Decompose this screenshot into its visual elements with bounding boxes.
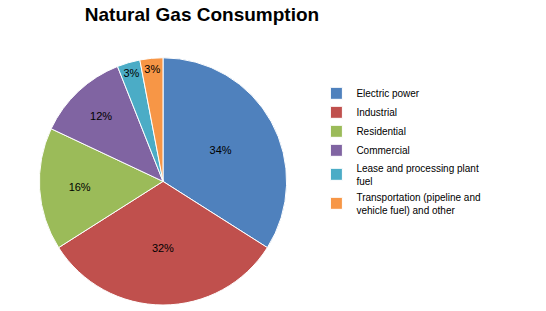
svg-text:Natural Gas Consumption: Natural Gas Consumption — [85, 4, 319, 25]
svg-text:12%: 12% — [90, 110, 112, 122]
svg-text:32%: 32% — [152, 242, 174, 254]
svg-text:Electric power: Electric power — [356, 88, 419, 99]
svg-text:16%: 16% — [69, 181, 91, 193]
svg-text:Commercial: Commercial — [356, 145, 409, 156]
svg-text:Residential: Residential — [356, 126, 405, 137]
svg-text:Industrial: Industrial — [356, 107, 397, 118]
svg-text:3%: 3% — [144, 63, 160, 75]
svg-text:Lease and processing plantfuel: Lease and processing plantfuel — [356, 163, 479, 187]
svg-text:3%: 3% — [123, 67, 139, 79]
svg-text:34%: 34% — [210, 144, 232, 156]
svg-text:Transportation (pipeline andve: Transportation (pipeline andvehicle fuel… — [356, 192, 480, 216]
